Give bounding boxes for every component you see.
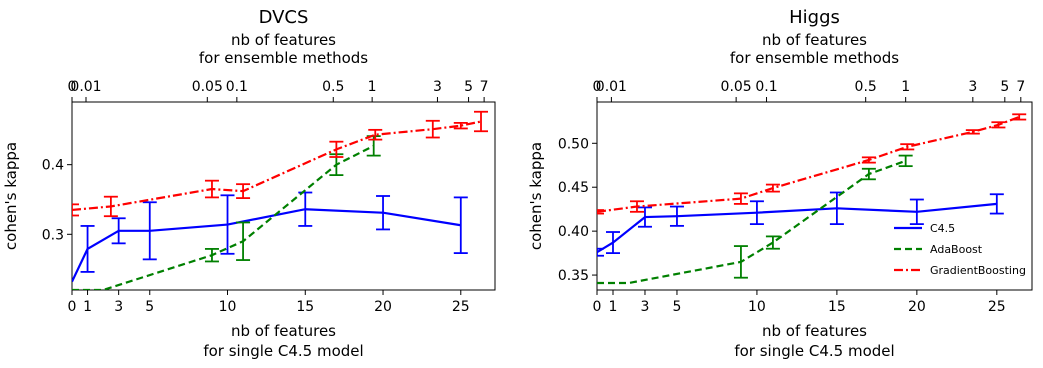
y-axis-label: cohen's kappa: [527, 142, 545, 250]
plot-area: [597, 113, 1027, 285]
y-tick-label: 0.35: [558, 268, 589, 284]
top-tick-label: 5: [1000, 79, 1009, 95]
series-line: [72, 120, 482, 212]
plot-area: [72, 110, 489, 290]
series-gradientboosting: [597, 113, 1027, 215]
y-tick-label: 0.3: [42, 227, 64, 243]
bottom-axis-label-line: for single C4.5 model: [734, 342, 894, 360]
y-tick-label: 0.50: [558, 136, 589, 152]
legend-label: C4.5: [930, 222, 955, 235]
bottom-tick-label: 10: [219, 299, 237, 315]
top-tick-label: 0.1: [226, 79, 248, 95]
legend-label: AdaBoost: [930, 243, 983, 256]
series-c4-5: [72, 191, 468, 283]
top-tick-label: 0.01: [70, 79, 101, 95]
top-tick-label: 0.05: [192, 79, 223, 95]
bottom-tick-label: 10: [748, 299, 766, 315]
top-axis-label-line: nb of features: [762, 31, 867, 49]
chart-title: Higgs: [789, 7, 840, 28]
top-tick-label: 7: [1016, 79, 1025, 95]
top-tick-label: 3: [968, 79, 977, 95]
top-axis-label-line: for ensemble methods: [199, 49, 368, 67]
top-tick-label: 0.5: [855, 79, 877, 95]
top-tick-label: 0: [68, 79, 77, 95]
series-line: [597, 202, 997, 254]
plot-frame: [596, 101, 1033, 291]
top-tick-label: 1: [368, 79, 377, 95]
top-tick-label: 0.01: [596, 79, 627, 95]
bottom-tick-label: 3: [114, 299, 123, 315]
series-adaboost: [72, 135, 381, 290]
chart-title: DVCS: [259, 7, 309, 28]
top-tick-label: 3: [433, 79, 442, 95]
bottom-axis-label-line: nb of features: [762, 322, 867, 340]
bottom-axis-label-line: for single C4.5 model: [203, 342, 363, 360]
top-tick-label: 1: [901, 79, 910, 95]
top-tick-label: 0: [593, 79, 602, 95]
y-tick-label: 0.45: [558, 180, 589, 196]
bottom-tick-label: 25: [452, 299, 470, 315]
legend: C4.5 AdaBoost GradientBoosting: [894, 222, 1026, 277]
top-tick-label: 5: [464, 79, 473, 95]
top-tick-label: 0.05: [721, 79, 752, 95]
series-adaboost: [597, 154, 913, 285]
bottom-tick-label: 1: [609, 299, 618, 315]
bottom-tick-label: 3: [641, 299, 650, 315]
bottom-tick-label: 5: [145, 299, 154, 315]
top-axis-label-line: nb of features: [231, 31, 336, 49]
top-axis-label-line: for ensemble methods: [730, 49, 899, 67]
legend-label: GradientBoosting: [930, 264, 1026, 277]
series-line: [597, 159, 907, 285]
top-tick-label: 0.1: [755, 79, 777, 95]
series-c4-5: [597, 191, 1004, 257]
bottom-tick-label: 20: [374, 299, 392, 315]
series-line: [72, 208, 461, 283]
bottom-tick-label: 0: [593, 299, 602, 315]
y-tick-label: 0.40: [558, 224, 589, 240]
bottom-tick-label: 0: [68, 299, 77, 315]
bottom-tick-label: 25: [988, 299, 1006, 315]
bottom-tick-label: 20: [908, 299, 926, 315]
top-tick-label: 7: [480, 79, 489, 95]
series-line: [597, 115, 1020, 213]
bottom-axis-label-line: nb of features: [231, 322, 336, 340]
series-gradientboosting: [72, 110, 489, 218]
plot-frame: [71, 101, 496, 291]
top-tick-label: 0.5: [322, 79, 344, 95]
bottom-tick-label: 15: [296, 299, 314, 315]
y-axis-label: cohen's kappa: [2, 142, 20, 250]
bottom-tick-label: 15: [828, 299, 846, 315]
bottom-tick-label: 1: [83, 299, 92, 315]
y-tick-label: 0.4: [42, 158, 64, 174]
bottom-tick-label: 5: [673, 299, 682, 315]
